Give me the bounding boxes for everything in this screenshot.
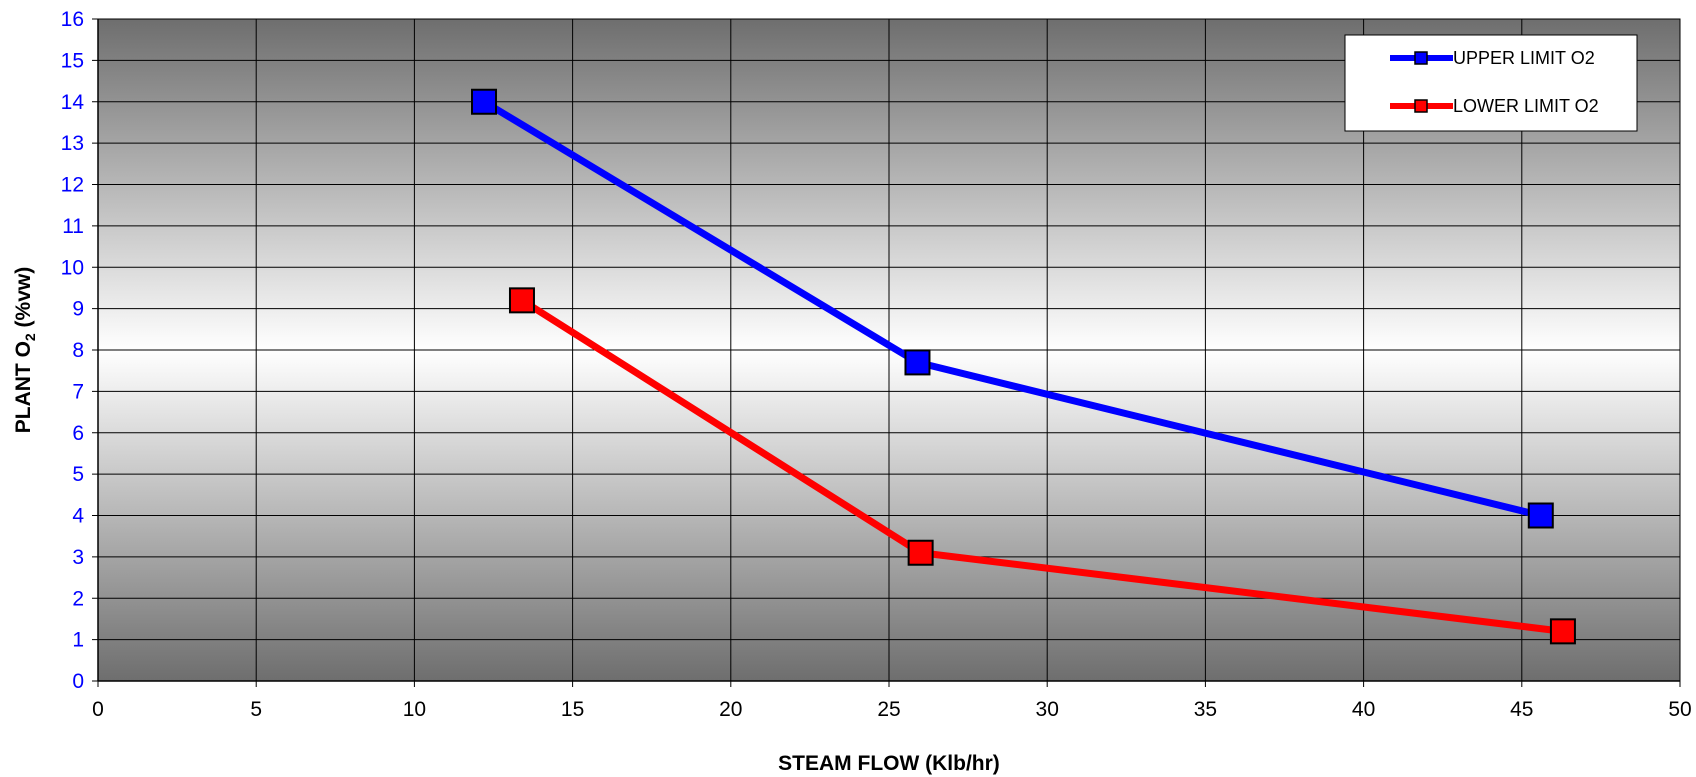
legend-box: [1344, 34, 1638, 132]
y-tick-label: 10: [61, 256, 84, 279]
y-tick-label: 7: [72, 380, 84, 403]
y-tick-label: 6: [72, 422, 84, 445]
x-tick-label: 0: [92, 698, 104, 721]
x-tick-label: 25: [877, 698, 900, 721]
x-axis-title: STEAM FLOW (Klb/hr): [778, 752, 1000, 775]
y-tick-label: 15: [61, 49, 84, 72]
x-tick-labels: 0 5 10 15 20 25 30 35 40 45 50: [92, 698, 1692, 721]
data-point-upper-limit-o2: [904, 349, 931, 376]
legend-label-upper: UPPER LIMIT O2: [1453, 48, 1595, 68]
gridlines: [98, 19, 1680, 681]
data-series: [471, 88, 1576, 645]
x-tick-label: 45: [1510, 698, 1533, 721]
x-tick-label: 30: [1036, 698, 1059, 721]
x-tick-label: 35: [1194, 698, 1217, 721]
x-tick-label: 5: [250, 698, 262, 721]
y-axis-title-suffix: (%vw): [12, 267, 35, 334]
data-point-lower-limit-o2: [907, 539, 934, 566]
y-axis-title: PLANT O2 (%vw): [12, 267, 38, 433]
y-tick-label: 4: [72, 505, 84, 528]
y-tick-label: 0: [72, 670, 84, 693]
y-tick-label: 3: [72, 546, 84, 569]
legend: UPPER LIMIT O2 LOWER LIMIT O2: [1344, 34, 1638, 132]
y-tick-label: 2: [72, 587, 84, 610]
y-tick-label: 13: [61, 132, 84, 155]
x-tick-label: 50: [1668, 698, 1691, 721]
y-tick-label: 5: [72, 463, 84, 486]
y-tick-label: 9: [72, 298, 84, 321]
x-tick-label: 20: [719, 698, 742, 721]
axes: [92, 18, 1681, 687]
data-point-lower-limit-o2: [1549, 618, 1576, 645]
y-tick-label: 14: [61, 91, 85, 114]
x-tick-label: 10: [403, 698, 426, 721]
legend-marker-lower: [1414, 99, 1428, 113]
data-point-upper-limit-o2: [1527, 502, 1554, 529]
y-tick-label: 1: [72, 629, 84, 652]
legend-marker-upper: [1414, 51, 1428, 65]
y-tick-label: 16: [61, 8, 84, 31]
y-axis-title-main: PLANT O: [12, 341, 35, 433]
y-tick-label: 11: [62, 215, 84, 238]
y-tick-label: 8: [72, 339, 84, 362]
x-tick-label: 15: [561, 698, 584, 721]
y-axis-title-subscript: 2: [22, 333, 38, 341]
x-tick-label: 40: [1352, 698, 1375, 721]
data-point-upper-limit-o2: [471, 88, 498, 115]
data-point-lower-limit-o2: [508, 287, 535, 314]
y-tick-label: 12: [61, 174, 84, 197]
legend-label-lower: LOWER LIMIT O2: [1453, 96, 1599, 116]
